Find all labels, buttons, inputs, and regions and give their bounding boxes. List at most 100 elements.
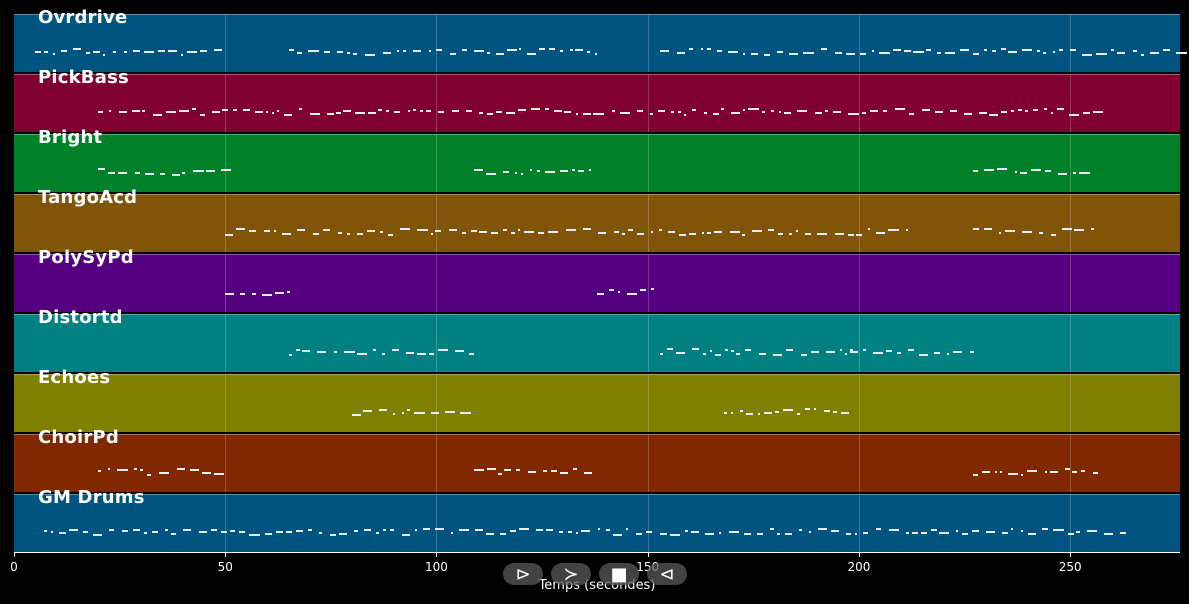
- note: [390, 529, 394, 531]
- note: [730, 412, 734, 414]
- note: [796, 230, 799, 232]
- note: [496, 53, 504, 55]
- track-bright[interactable]: Bright: [14, 127, 1180, 192]
- note: [729, 531, 739, 533]
- note: [461, 49, 468, 51]
- note: [684, 530, 688, 532]
- note: [378, 409, 387, 411]
- note: [444, 411, 455, 413]
- grid-line: [647, 375, 649, 432]
- note: [536, 529, 543, 531]
- note: [688, 48, 694, 50]
- note: [723, 412, 728, 414]
- note: [572, 169, 576, 171]
- note: [386, 110, 389, 112]
- note: [475, 529, 483, 531]
- note: [676, 352, 686, 354]
- note: [547, 231, 559, 233]
- note: [284, 114, 292, 116]
- note: [869, 110, 879, 112]
- note: [1020, 530, 1023, 532]
- note: [862, 112, 866, 114]
- note: [142, 110, 146, 112]
- note: [255, 111, 264, 113]
- note: [400, 228, 411, 230]
- note: [265, 111, 268, 113]
- note: [546, 529, 553, 531]
- note: [381, 353, 386, 355]
- note: [730, 112, 741, 114]
- note: [703, 112, 708, 114]
- note: [1079, 172, 1090, 174]
- track-gm-drums[interactable]: GM Drums: [14, 487, 1180, 552]
- note: [1010, 528, 1014, 530]
- note: [176, 468, 185, 470]
- note: [783, 409, 794, 411]
- axis-tick: [14, 552, 15, 557]
- grid-line: [436, 15, 438, 72]
- track-name: PolySyPd: [38, 247, 134, 268]
- note: [496, 111, 503, 113]
- note: [839, 349, 843, 351]
- note: [854, 533, 858, 535]
- note: [1008, 473, 1018, 475]
- grid-line: [436, 135, 438, 192]
- note: [221, 169, 232, 171]
- note: [158, 50, 165, 52]
- track-ovrdrive[interactable]: Ovrdrive: [14, 7, 1187, 72]
- track-echoes[interactable]: Echoes: [14, 367, 1180, 432]
- play-button[interactable]: ⊳: [503, 563, 543, 585]
- note: [875, 528, 882, 530]
- note: [430, 412, 440, 414]
- track-choirpd[interactable]: ChoirPd: [14, 427, 1180, 492]
- note: [319, 532, 322, 534]
- track-tangoacd[interactable]: TangoAcd: [14, 187, 1180, 252]
- note: [416, 353, 426, 355]
- note: [123, 51, 128, 53]
- note: [529, 169, 532, 171]
- note: [713, 113, 719, 115]
- note: [1014, 171, 1017, 173]
- note: [551, 470, 558, 472]
- note: [515, 172, 518, 174]
- note: [578, 170, 584, 172]
- note: [323, 51, 330, 53]
- note: [582, 113, 591, 115]
- note: [357, 233, 363, 235]
- stop-button[interactable]: ■: [599, 563, 639, 585]
- note: [478, 231, 488, 233]
- track-distortd[interactable]: Distortd: [14, 307, 1180, 372]
- note: [985, 531, 995, 533]
- note: [387, 234, 394, 236]
- note: [491, 232, 498, 234]
- rewind-button[interactable]: ⊲: [647, 563, 687, 585]
- note: [53, 53, 56, 55]
- track-polysypd[interactable]: PolySyPd: [14, 247, 1180, 312]
- note: [230, 530, 236, 532]
- note: [317, 351, 327, 353]
- forward-button[interactable]: ≻: [551, 563, 591, 585]
- note: [775, 411, 780, 413]
- note: [850, 349, 853, 351]
- note: [811, 351, 820, 353]
- note: [593, 113, 604, 115]
- note: [346, 52, 351, 54]
- note: [336, 112, 341, 114]
- note: [459, 529, 470, 531]
- note: [1027, 533, 1036, 535]
- note: [660, 353, 664, 355]
- track-pickbass[interactable]: PickBass: [14, 67, 1180, 132]
- note: [742, 109, 745, 111]
- note: [368, 112, 377, 114]
- note: [627, 293, 637, 295]
- note: [959, 49, 970, 51]
- note: [716, 50, 723, 52]
- note: [1000, 111, 1007, 113]
- note: [329, 534, 336, 536]
- note: [200, 50, 208, 52]
- note: [1092, 111, 1103, 113]
- note: [518, 528, 530, 530]
- note: [801, 354, 808, 356]
- note: [307, 529, 312, 531]
- note: [1081, 470, 1086, 472]
